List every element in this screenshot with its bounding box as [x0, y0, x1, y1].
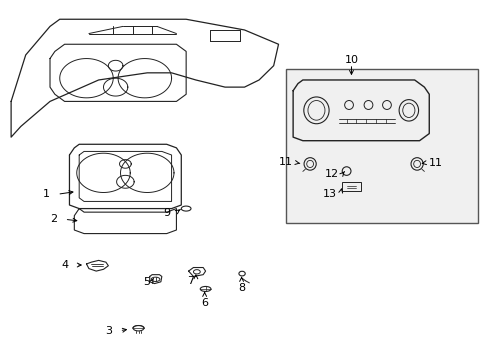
Text: 1: 1: [43, 189, 50, 199]
Text: 9: 9: [163, 208, 170, 218]
Text: 6: 6: [201, 298, 208, 308]
Text: 10: 10: [344, 55, 358, 65]
Text: 2: 2: [50, 214, 57, 224]
Text: 11: 11: [279, 157, 292, 167]
Text: 3: 3: [105, 326, 112, 336]
Text: 5: 5: [143, 277, 150, 287]
Text: 13: 13: [322, 189, 336, 199]
Text: 4: 4: [61, 260, 68, 270]
Bar: [285, 69, 477, 223]
Bar: [341, 182, 361, 191]
Text: 7: 7: [187, 276, 194, 286]
Text: 8: 8: [238, 283, 244, 293]
Text: 12: 12: [325, 169, 339, 179]
Text: 11: 11: [428, 158, 442, 168]
